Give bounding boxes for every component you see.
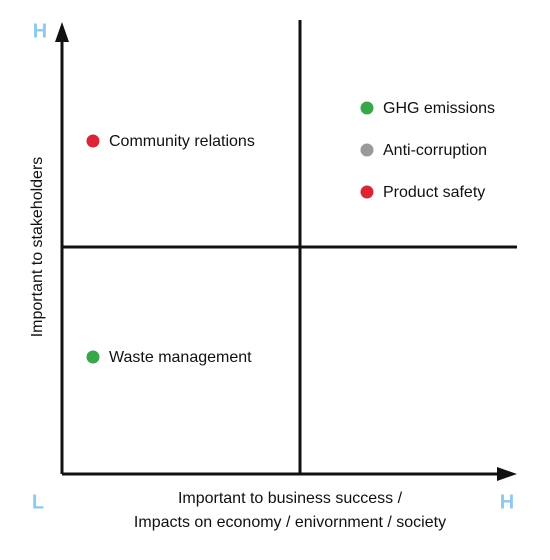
- item-label: Community relations: [109, 133, 255, 150]
- y-axis-label: Important to stakeholders: [29, 157, 46, 338]
- item-label: Waste management: [109, 349, 252, 366]
- item-label: GHG emissions: [383, 100, 495, 117]
- item-dot: [86, 350, 100, 364]
- low-label: L: [32, 491, 44, 513]
- y-high-label: H: [33, 20, 47, 42]
- item-dot: [360, 185, 374, 199]
- item-dot: [360, 143, 374, 157]
- item-label: Product safety: [383, 184, 485, 201]
- y-arrow: [55, 22, 69, 42]
- x-high-label: H: [500, 491, 514, 513]
- item-dot: [86, 134, 100, 148]
- x-axis-label: Impacts on economy / enivornment / socie…: [134, 514, 446, 531]
- x-arrow: [497, 467, 517, 481]
- item-dot: [360, 101, 374, 115]
- item-label: Anti-corruption: [383, 142, 487, 159]
- x-axis-label: Important to business success /: [178, 490, 403, 507]
